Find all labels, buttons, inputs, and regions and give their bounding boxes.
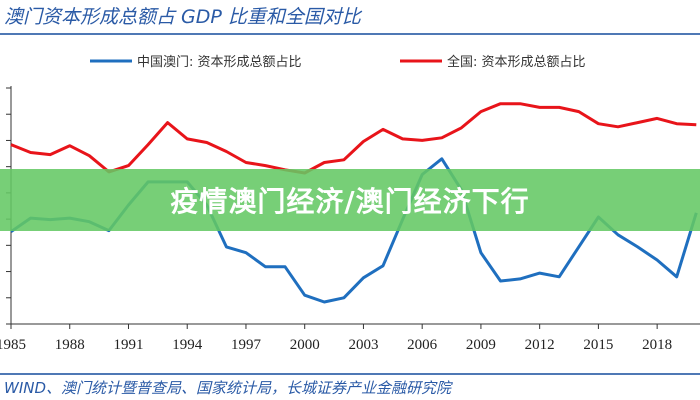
chart-title: 澳门资本形成总额占 GDP 比重和全国对比 [4,6,361,28]
x-tick-label: 2003 [348,337,378,353]
x-tick-label: 2000 [290,337,320,353]
x-tick-label: 2006 [407,337,438,353]
x-tick-label: 1988 [55,337,85,353]
x-tick-label: 1997 [231,337,262,353]
series-line-1 [10,102,697,175]
x-tick-label: 2015 [583,337,613,353]
x-tick-label: 2018 [642,337,672,353]
x-tick-label: 2009 [466,337,496,353]
x-tick-label: 1985 [0,337,26,353]
banner-text: 疫情澳门经济/澳门经济下行 [170,185,530,218]
x-tick-label: 1994 [172,337,203,353]
overlay-banner: 疫情澳门经济/澳门经济下行 [0,169,700,231]
legend-label: 中国澳门: 资本形成总额占比 [137,54,302,70]
footer-divider [0,373,700,375]
legend-label: 全国: 资本形成总额占比 [447,54,586,70]
x-tick-label: 2012 [525,337,555,353]
source-footer: WIND、澳门统计暨普查局、国家统计局，长城证券产业金融研究院 [4,379,452,397]
x-tick-label: 1991 [113,337,143,353]
title-divider [0,33,700,35]
